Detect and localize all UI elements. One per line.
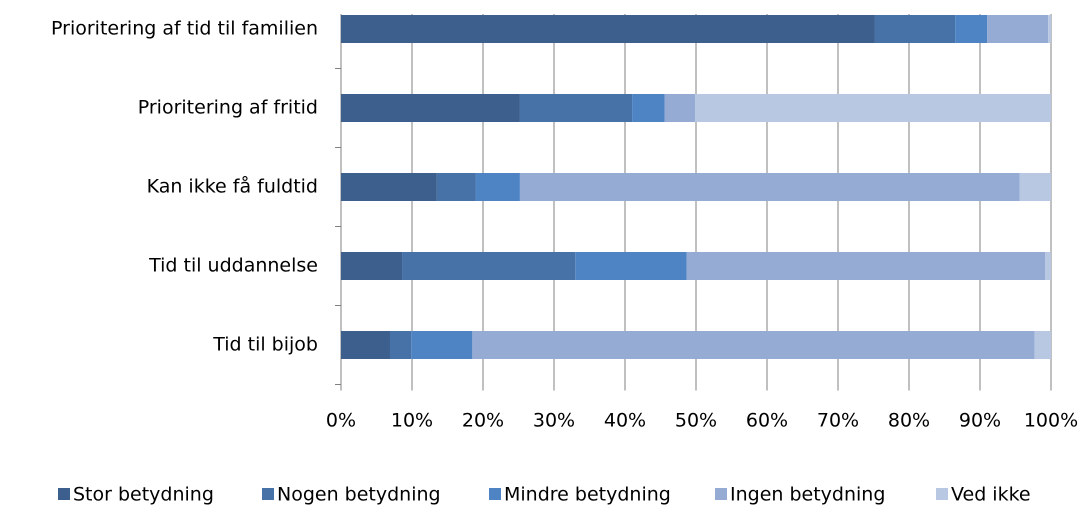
x-tick-label: 10%: [391, 410, 433, 432]
y-tick-label: Kan ikke få fuldtid: [147, 175, 318, 198]
bar-segment: [987, 15, 1049, 43]
bar-segment: [1045, 252, 1051, 280]
x-tick-label: 90%: [959, 410, 1001, 432]
bar-segment: [341, 173, 437, 201]
x-tick-label: 40%: [604, 410, 646, 432]
bar-segment: [519, 173, 1020, 201]
legend-swatch: [58, 488, 70, 500]
x-tick-label: 70%: [817, 410, 859, 432]
bar-segment: [1048, 15, 1051, 43]
x-tick-label: 60%: [746, 410, 788, 432]
x-tick-label: 80%: [888, 410, 930, 432]
x-tick-label: 30%: [533, 410, 575, 432]
y-tick-label: Tid til bijob: [212, 334, 318, 356]
bar-segment: [341, 94, 520, 122]
bar-segment: [519, 94, 633, 122]
legend-swatch: [262, 488, 274, 500]
bar-segment: [341, 15, 875, 43]
bar-segment: [475, 173, 520, 201]
y-tick-label: Prioritering af tid til familien: [51, 18, 318, 40]
bar-segment: [1019, 173, 1051, 201]
bar-segment: [341, 252, 403, 280]
y-tick-label: Tid til uddannelse: [148, 255, 318, 277]
bar-segment: [411, 331, 473, 359]
legend-swatch: [715, 488, 727, 500]
bar-segment: [664, 94, 696, 122]
bar-segment: [686, 252, 1046, 280]
bar-segment: [1034, 331, 1051, 359]
bar-segment: [632, 94, 665, 122]
bar-segment: [695, 94, 1051, 122]
legend-swatch: [489, 488, 501, 500]
bar-segment: [955, 15, 988, 43]
x-tick-label: 20%: [462, 410, 504, 432]
legend-label: Stor betydning: [73, 484, 214, 506]
legend-label: Ved ikke: [951, 484, 1031, 506]
x-tick-label: 0%: [326, 410, 356, 432]
x-tick-label: 100%: [1024, 410, 1078, 432]
y-tick-label: Prioritering af fritid: [138, 97, 318, 119]
bar-segment: [874, 15, 956, 43]
legend-label: Nogen betydning: [277, 484, 441, 506]
legend-swatch: [936, 488, 948, 500]
legend-label: Ingen betydning: [730, 484, 885, 506]
bar-segment: [402, 252, 576, 280]
bar-segment: [472, 331, 1035, 359]
bar-segment: [341, 331, 390, 359]
legend-label: Mindre betydning: [504, 484, 671, 506]
bar-segment: [575, 252, 687, 280]
bar-segment: [389, 331, 412, 359]
bar-segment: [436, 173, 476, 201]
x-tick-label: 50%: [675, 410, 717, 432]
